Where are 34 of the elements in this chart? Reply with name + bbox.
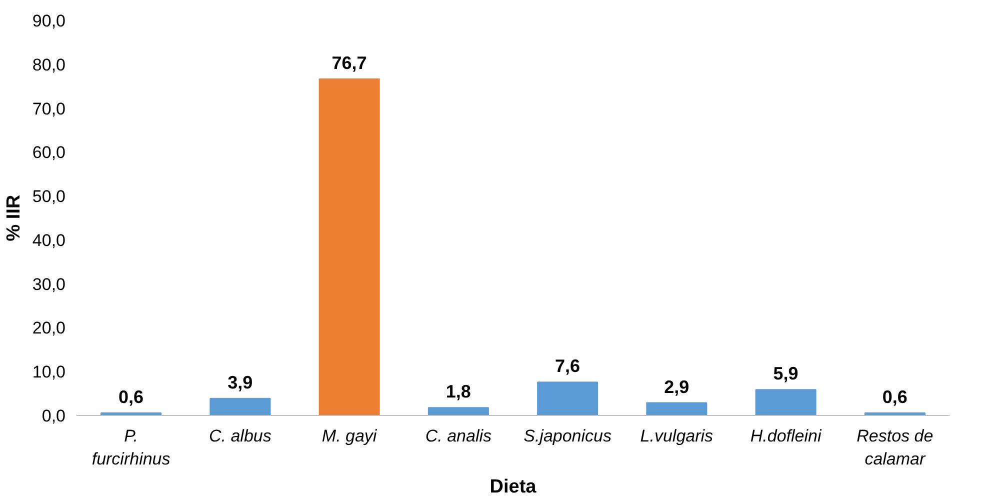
bar [318, 78, 380, 416]
bar [428, 407, 489, 416]
bar [537, 382, 598, 416]
y-tick-label: 50,0 [32, 187, 66, 206]
y-tick-label: 90,0 [32, 12, 66, 30]
data-label: 76,7 [332, 52, 367, 73]
x-tick-label: C. analis [425, 426, 492, 446]
data-label: 7,6 [555, 356, 580, 376]
data-label: 3,9 [228, 372, 253, 392]
bar [646, 402, 708, 416]
data-label: 5,9 [773, 364, 798, 384]
bar [755, 389, 816, 416]
y-tick-label: 10,0 [32, 362, 66, 382]
x-tick-label: S.japonicus [524, 426, 612, 446]
y-tick-label: 0,0 [42, 406, 66, 426]
data-label: 1,8 [446, 382, 471, 402]
y-tick-label: 80,0 [32, 55, 66, 74]
x-axis-title: Dieta [490, 476, 537, 498]
data-label: 0,6 [882, 386, 908, 407]
x-tick-label: H.dofleini [750, 426, 822, 446]
x-tick-label: L.vulgaris [640, 426, 714, 446]
y-tick-label: 60,0 [32, 143, 66, 162]
x-tick-label: Restos de calamar [856, 426, 934, 468]
x-tick-label: C. albus [209, 426, 272, 446]
y-axis-title: % IIR [3, 194, 24, 242]
data-label: 0,6 [118, 386, 144, 407]
y-tick-label: 40,0 [32, 230, 66, 250]
bar [210, 398, 271, 416]
x-tick-label: M. gayi [322, 426, 378, 446]
data-label: 2,9 [664, 376, 690, 397]
x-tick-label: P. furcirhinus [92, 426, 171, 468]
y-tick-label: 30,0 [32, 274, 66, 294]
y-tick-label: 20,0 [32, 318, 66, 338]
y-tick-label: 70,0 [32, 99, 66, 118]
